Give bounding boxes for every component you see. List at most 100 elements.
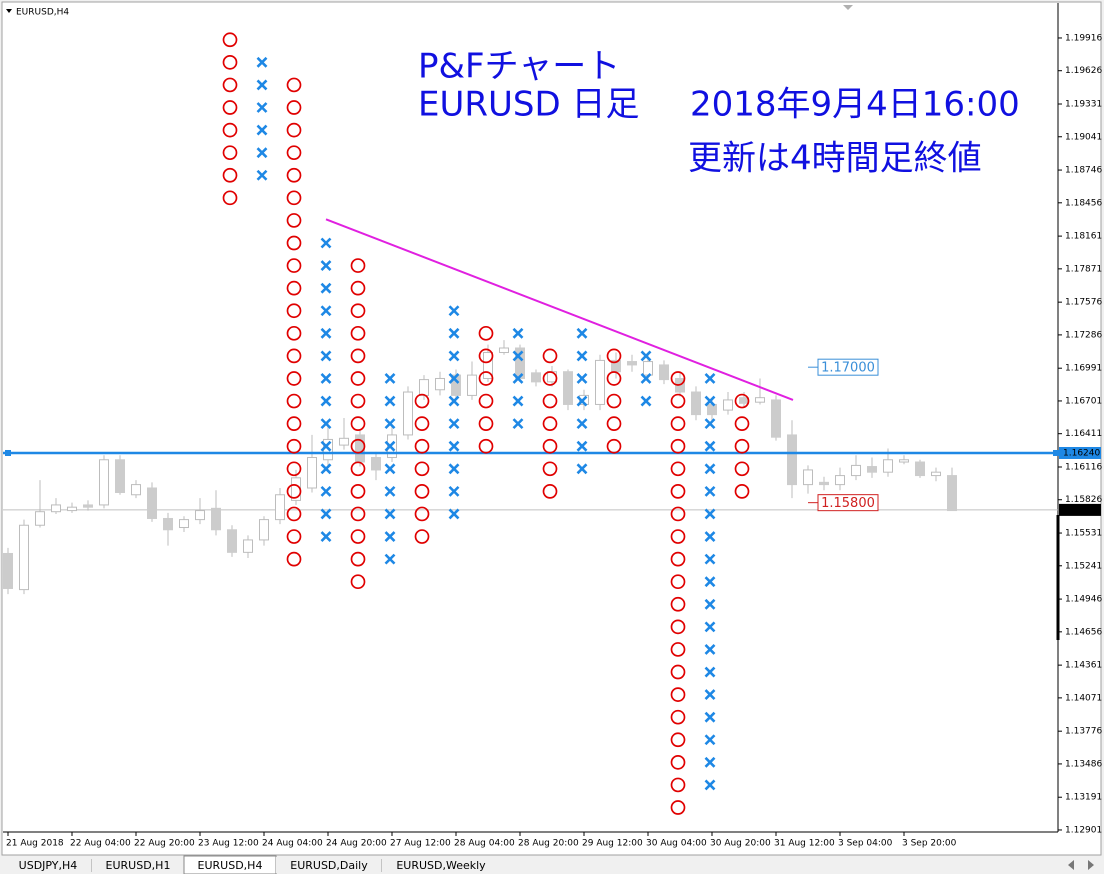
pnf-x xyxy=(320,440,332,452)
pnf-o xyxy=(478,393,494,409)
pnf-x xyxy=(576,418,588,430)
pnf-o xyxy=(670,506,686,522)
pnf-o xyxy=(670,438,686,454)
pnf-x xyxy=(448,350,460,362)
tab[interactable] xyxy=(382,857,500,873)
tab-label[interactable]: USDJPY,H4 xyxy=(19,859,78,872)
y-tick-label: 1.19041 xyxy=(1065,132,1102,142)
candle-body xyxy=(819,481,829,486)
pnf-x xyxy=(256,56,268,68)
pnf-o xyxy=(222,32,238,48)
pnf-o xyxy=(478,325,494,341)
pnf-x xyxy=(704,418,716,430)
pnf-x xyxy=(704,440,716,452)
x-tick-label: 28 Aug 20:00 xyxy=(518,839,579,849)
pnf-o xyxy=(286,213,302,228)
pnf-o xyxy=(670,484,686,499)
pnf-x xyxy=(320,463,332,475)
pnf-x xyxy=(576,327,588,339)
candle-body xyxy=(67,506,77,512)
x-tick-label: 29 Aug 12:00 xyxy=(582,839,643,849)
y-tick-label: 1.19331 xyxy=(1065,100,1102,110)
pnf-x xyxy=(704,711,716,723)
pnf-o xyxy=(670,551,686,567)
candle-body xyxy=(547,371,557,383)
y-tick-label: 1.19916 xyxy=(1065,33,1102,43)
pnf-x xyxy=(448,463,460,475)
pnf-x xyxy=(384,531,396,542)
x-tick-label: 23 Aug 12:00 xyxy=(198,839,259,849)
candle-body xyxy=(179,519,189,529)
pnf-o xyxy=(478,438,494,454)
pnf-o xyxy=(414,484,430,499)
level-box xyxy=(817,494,879,512)
tab-bar: USDJPY,H4 EURUSD,H1 EURUSD,H4 EURUSD,Daily E… xyxy=(0,855,1104,874)
candle-body xyxy=(515,347,525,379)
candle-body xyxy=(307,457,317,489)
pnf-o xyxy=(286,506,302,522)
annotation: 更新は4時間足終値 xyxy=(688,139,982,179)
candle-body xyxy=(499,347,509,354)
candle-body xyxy=(115,459,125,494)
x-tick-label: 24 Aug 20:00 xyxy=(326,839,387,849)
pnf-x xyxy=(704,531,716,542)
x-tick-label: 30 Aug 04:00 xyxy=(646,839,707,849)
pnf-o xyxy=(286,258,302,273)
price-line-handle[interactable] xyxy=(5,449,11,456)
y-tick-label: 1.13191 xyxy=(1065,793,1102,803)
pnf-x xyxy=(256,124,268,136)
tab-label[interactable]: EURUSD,Weekly xyxy=(396,859,486,872)
pnf-x xyxy=(256,169,268,181)
candle-body xyxy=(563,371,573,405)
pnf-o xyxy=(606,393,622,409)
tab-label[interactable]: EURUSD,Daily xyxy=(290,859,368,872)
price-line-handle[interactable] xyxy=(1053,449,1059,456)
y-tick-label: 1.16411 xyxy=(1065,429,1102,439)
annotation: EURUSD 日足 xyxy=(418,85,639,125)
pnf-x xyxy=(704,666,716,678)
tab[interactable] xyxy=(276,857,382,873)
pnf-o xyxy=(606,348,622,364)
pnf-o xyxy=(542,461,558,477)
pnf-o xyxy=(670,732,686,748)
pnf-x xyxy=(704,395,716,407)
y-tick-label: 1.15241 xyxy=(1065,561,1102,571)
pnf-o xyxy=(350,371,366,386)
pnf-x xyxy=(256,79,268,91)
candle-body xyxy=(691,391,701,416)
pnf-x xyxy=(576,440,588,452)
pnf-o xyxy=(286,348,302,364)
pnf-o xyxy=(286,529,302,544)
pnf-x xyxy=(704,644,716,655)
pnf-o xyxy=(222,122,238,138)
pnf-x xyxy=(448,440,460,452)
x-tick-label: 21 Aug 2018 xyxy=(6,839,64,849)
candle-body xyxy=(899,459,909,463)
tab-scroll[interactable] xyxy=(1068,860,1094,870)
pnf-o xyxy=(286,235,302,251)
pnf-o xyxy=(478,371,494,386)
pnf-x xyxy=(576,373,588,384)
pnf-o xyxy=(286,167,302,183)
pnf-o xyxy=(414,393,430,409)
y-tick-label: 1.19626 xyxy=(1065,66,1102,76)
pnf-o xyxy=(350,438,366,454)
pnf-o xyxy=(286,484,302,499)
pnf-x xyxy=(512,373,524,384)
pnf-o xyxy=(670,574,686,590)
pnf-o xyxy=(542,348,558,364)
tab-label[interactable]: EURUSD,H1 xyxy=(106,859,171,872)
candle-body xyxy=(83,504,93,508)
menu-arrow[interactable] xyxy=(6,9,12,13)
y-tick-label: 1.17871 xyxy=(1065,264,1102,274)
y-tick-label: 1.16991 xyxy=(1065,364,1102,374)
pnf-o xyxy=(350,551,366,567)
tab-label[interactable]: EURUSD,H4 xyxy=(198,859,263,872)
tab[interactable] xyxy=(4,857,92,873)
pnf-x xyxy=(512,395,524,407)
pnf-x xyxy=(448,327,460,339)
candle-body xyxy=(595,359,605,405)
tab[interactable] xyxy=(92,857,184,873)
candle-body xyxy=(835,475,845,486)
pnf-x xyxy=(704,734,716,746)
